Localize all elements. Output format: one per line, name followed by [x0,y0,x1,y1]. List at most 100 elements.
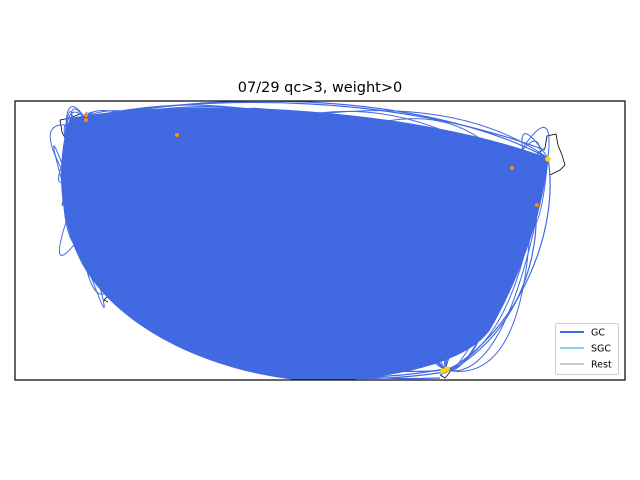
arc-path [89,167,511,286]
arc-path [89,124,346,251]
arc-path [444,229,531,372]
arc-path [89,132,346,251]
arc-path [289,110,511,169]
arc-path [444,213,531,371]
arc-path [109,158,511,291]
arc-path [109,114,291,291]
map-frame [14,100,626,381]
legend-label-sgc: SGC [591,344,611,355]
arc-path [344,132,549,215]
arc-path [68,117,86,241]
arc-path [109,132,346,292]
arc-path [65,110,346,134]
arc-path [77,239,446,372]
station-marker [535,203,539,207]
arc-path [69,200,531,231]
arc-path [509,126,550,169]
arc-path [289,117,346,140]
arc-path [444,167,511,371]
arc-path [65,124,531,241]
map-axes [14,100,626,381]
arc-path [65,122,549,159]
station-marker [545,156,551,162]
station-marker [440,368,446,374]
station-marker [175,133,179,137]
arc-path [509,156,541,206]
arc-path [174,134,511,195]
arc-path [84,113,531,231]
arc-path [84,117,537,229]
arc-path [67,179,531,248]
arc-path [74,139,549,195]
arc-path [89,157,549,251]
arc-path [67,120,176,181]
arc-path [344,132,549,168]
arc-path [74,139,537,237]
station-markers [84,113,551,374]
arc-path [74,119,549,159]
station-marker [84,118,88,122]
arc-path [514,193,537,231]
arc-path [77,212,531,241]
arc-path [109,167,511,291]
legend-label-rest: Rest [591,360,612,371]
arc-path [344,132,537,239]
arc-path [49,124,69,181]
arc-path [174,107,291,136]
arc-path [77,132,346,248]
arc-path [444,157,551,373]
arc-path [109,204,537,314]
arc-path [65,124,549,193]
arc-path [65,124,537,206]
arc-path [109,141,549,291]
arc-path [84,117,176,185]
arc-path [289,117,549,185]
arc-path [65,199,111,291]
arc-path [79,101,546,151]
arc-path [439,204,537,376]
arc-path [69,137,511,211]
arc-path [89,157,549,261]
arc-path [65,101,549,159]
map-title: 07/29 qc>3, weight>0 [238,80,402,96]
arc-path [89,157,549,271]
arc-path [89,204,537,251]
arc-path [444,154,549,371]
arc-path [89,134,176,274]
arc-path [65,118,531,231]
arc-path [62,124,91,252]
arc-path [74,139,531,236]
arc-path [444,167,511,371]
arc-path [77,167,511,241]
arc-path [67,167,511,194]
arc-path [65,106,86,126]
arc-path [289,117,446,371]
arc-path [77,239,105,308]
arc-path [67,167,511,219]
arc-path [65,124,78,186]
station-marker [84,113,88,117]
arc-path [89,249,446,373]
arc-path [67,179,91,251]
arc-path [84,110,511,169]
arc-path [58,209,79,256]
legend: GC SGC Rest [555,323,619,375]
arc-path [74,119,549,159]
arc-path [74,239,451,378]
arc-path [77,200,531,241]
arc-path [521,133,549,206]
great-circle-arcs [49,101,551,380]
arc-path [65,111,86,181]
arc-path [509,157,549,228]
arc-path [444,157,549,372]
arc-path [89,157,549,251]
legend-label-gc: GC [591,328,605,339]
arc-path [67,170,531,231]
legend-box [555,323,619,375]
arc-path [444,157,549,372]
arc-path [74,134,511,169]
arc-path [344,132,549,169]
arc-path [67,179,531,252]
arc-path [65,106,291,126]
